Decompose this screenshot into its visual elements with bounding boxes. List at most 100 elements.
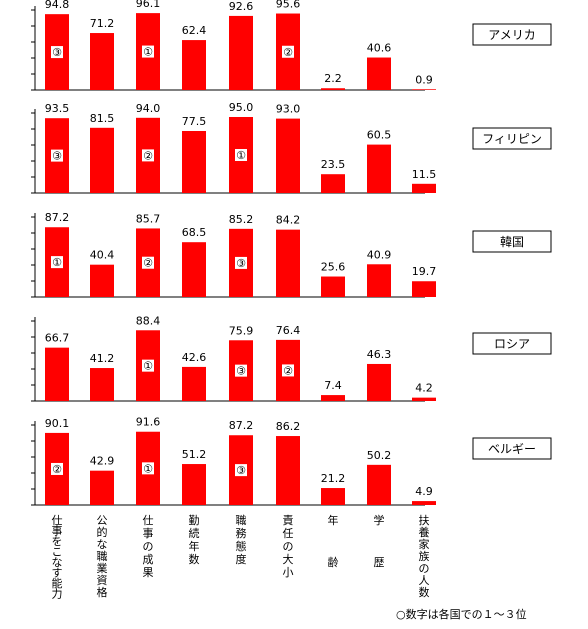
rank-marker: ② [143, 149, 153, 162]
rank-marker: ② [143, 257, 153, 270]
rank-marker-bg [142, 359, 154, 372]
bar [367, 144, 391, 193]
value-label: 41.2 [90, 352, 115, 365]
country-label: ロシア [494, 337, 530, 351]
bar [412, 397, 436, 401]
bar [321, 395, 345, 401]
value-label: 2.2 [324, 72, 342, 85]
category-label: 扶養家族の人数 [419, 513, 430, 599]
country-box [472, 230, 552, 253]
value-label: 19.7 [412, 265, 437, 278]
country-label: アメリカ [488, 28, 535, 42]
value-label: 85.7 [136, 212, 161, 225]
category-label: 年齢 [328, 513, 339, 569]
rank-marker-bg [142, 462, 154, 475]
country-box [472, 127, 552, 150]
value-label: 40.6 [367, 42, 392, 55]
value-label: 4.2 [415, 382, 433, 395]
value-label: 90.1 [45, 417, 70, 430]
value-label: 23.5 [321, 158, 346, 171]
value-label: 46.3 [367, 348, 392, 361]
rank-marker-bg [282, 364, 294, 377]
value-label: 42.6 [182, 351, 207, 364]
value-label: 40.9 [367, 248, 392, 261]
category-label: 仕事をこなす能力 [52, 514, 63, 601]
rank-marker: ③ [236, 464, 246, 477]
rank-note: ○数字は各国での１～３位 [396, 608, 527, 621]
value-label: 0.9 [415, 73, 433, 86]
category-label: 職務態度 [236, 514, 247, 566]
value-label: 81.5 [90, 112, 115, 125]
rank-marker-bg [282, 45, 294, 58]
value-label: 75.9 [229, 324, 254, 337]
value-label: 95.0 [229, 101, 254, 114]
bar [367, 363, 391, 401]
value-label: 66.7 [45, 332, 70, 345]
value-label: 68.5 [182, 226, 207, 239]
value-label: 4.9 [415, 485, 433, 498]
rank-marker-bg [51, 256, 63, 269]
value-label: 94.0 [136, 102, 161, 115]
category-label: 学歴 [374, 513, 385, 569]
value-label: 77.5 [182, 115, 207, 128]
value-label: 42.9 [90, 455, 115, 468]
bar [229, 15, 253, 91]
value-label: 93.0 [276, 103, 301, 116]
value-label: 92.6 [229, 0, 254, 13]
rank-marker-bg [51, 462, 63, 475]
rank-marker: ③ [236, 365, 246, 378]
rank-marker: ③ [236, 257, 246, 270]
country-label: ベルギー [488, 442, 536, 456]
rank-marker: ① [143, 462, 153, 475]
value-label: 87.2 [45, 211, 70, 224]
rank-marker: ① [143, 360, 153, 373]
value-label: 71.2 [90, 17, 115, 30]
country-panel: 66.7 41.2 88.4 ① 42.6 75.9 ③ 76.4 ② 7.4 46.3 4.2 ロシア [31, 314, 552, 402]
bar [367, 264, 391, 297]
rank-marker-bg [51, 46, 63, 59]
country-box [472, 23, 552, 46]
country-label: 韓国 [500, 235, 524, 249]
rank-marker: ③ [52, 150, 62, 163]
rank-marker: ② [52, 463, 62, 476]
bar [412, 89, 436, 90]
bar [90, 470, 114, 505]
value-label: 95.6 [276, 0, 301, 11]
country-box [472, 437, 552, 460]
value-label: 91.6 [136, 416, 161, 429]
country-panel: 90.1 ② 42.9 91.6 ① 51.2 87.2 ③ 86.2 21.2 50.2 4.9 ベル… [31, 416, 552, 506]
rank-marker-bg [51, 149, 63, 162]
bar [90, 264, 114, 297]
value-label: 60.5 [367, 129, 392, 142]
value-label: 86.2 [276, 420, 301, 433]
country-label: フィリピン [482, 132, 542, 146]
bar [321, 88, 345, 90]
rank-marker: ① [236, 149, 246, 162]
value-label: 7.4 [324, 379, 342, 392]
category-label: 公的な職業資格 [97, 514, 108, 599]
bar [90, 368, 114, 401]
bar [321, 276, 345, 297]
rank-marker: ② [283, 46, 293, 59]
value-label: 21.2 [321, 472, 346, 485]
rank-marker: ② [283, 364, 293, 377]
value-label: 96.1 [136, 0, 161, 10]
country-box [472, 332, 552, 355]
bar [90, 127, 114, 193]
bar [182, 464, 206, 505]
category-label: 勤続年数 [189, 514, 200, 566]
bar [276, 118, 300, 193]
country-panel: 94.8 ③ 71.2 96.1 ① 62.4 92.6 95.6 ② 2.2 40.6 0.9 アメリ… [31, 0, 552, 91]
rank-marker-bg [235, 256, 247, 269]
bar [321, 174, 345, 193]
category-label: 責任の大小 [283, 513, 294, 579]
value-label: 94.8 [45, 0, 70, 11]
value-label: 51.2 [182, 448, 207, 461]
bar [182, 131, 206, 193]
country-panel: 93.5 ③ 81.5 94.0 ② 77.5 95.0 ① 93.0 23.5 60.5 11.5 フ… [31, 101, 552, 194]
bar [182, 40, 206, 90]
rank-marker-bg [142, 149, 154, 162]
rank-marker-bg [235, 149, 247, 161]
rank-marker: ① [52, 256, 62, 269]
